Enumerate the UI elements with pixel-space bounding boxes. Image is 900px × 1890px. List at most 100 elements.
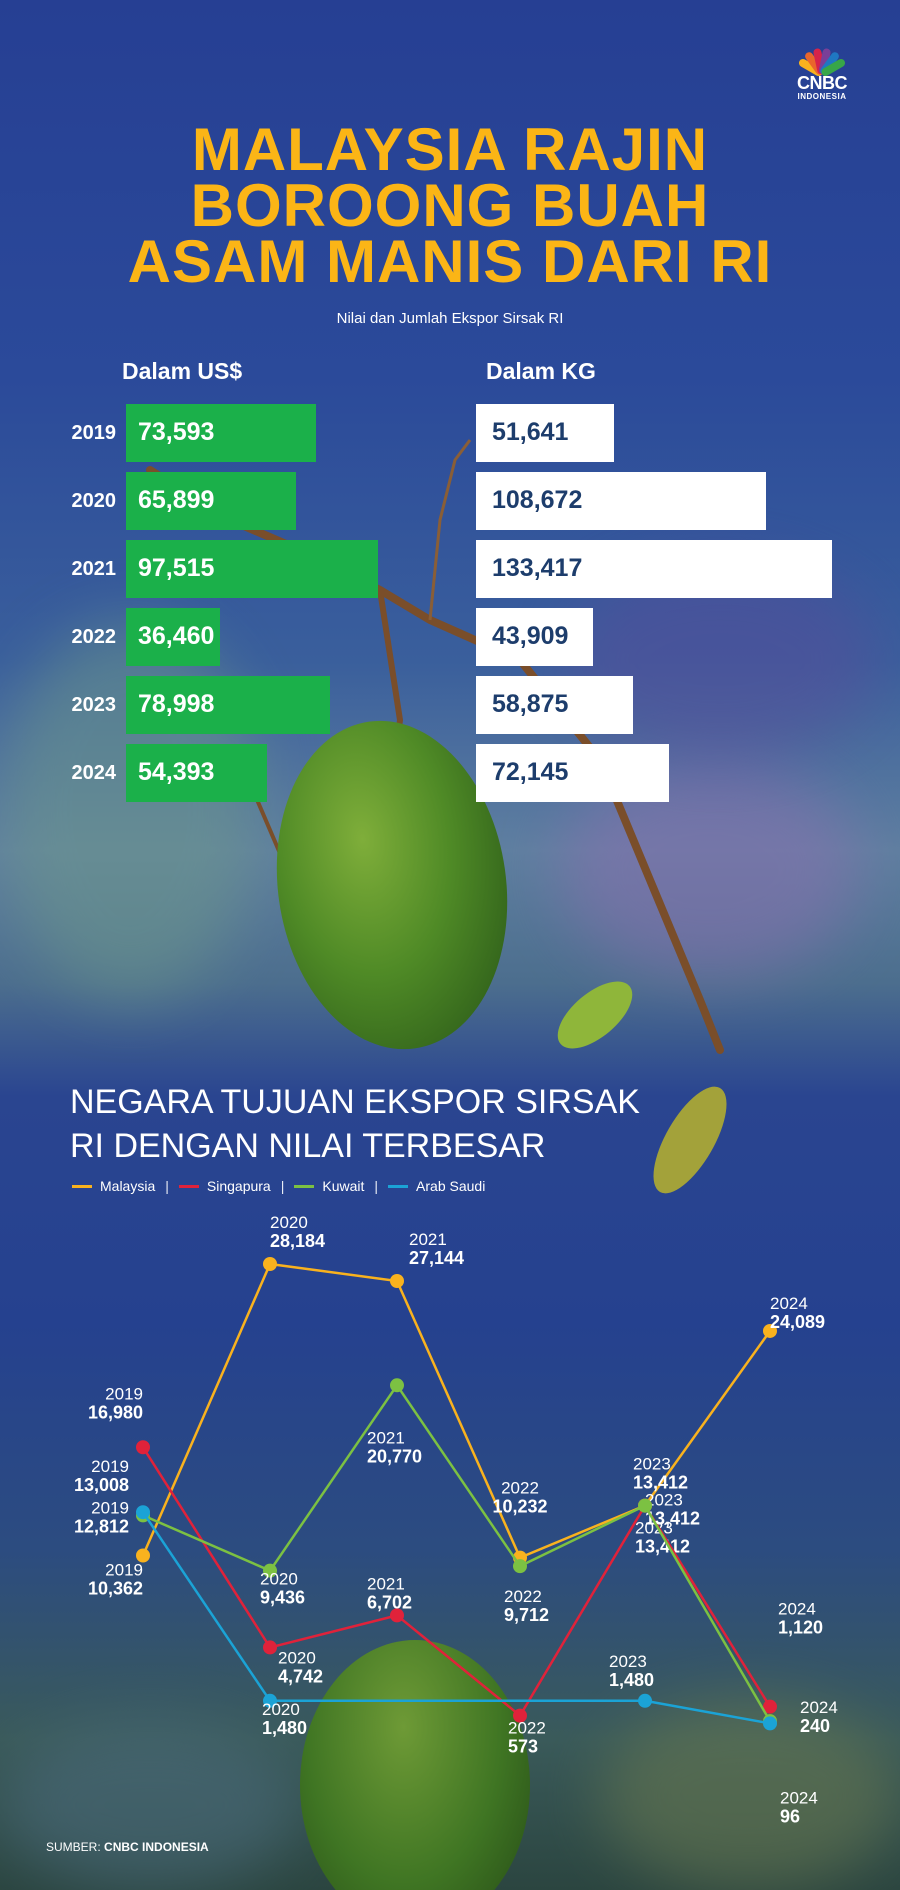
kg-heading: Dalam KG bbox=[486, 358, 596, 384]
point-value-label: 9,712 bbox=[504, 1605, 549, 1625]
point-value-label: 10,362 bbox=[88, 1579, 143, 1599]
data-point bbox=[263, 1640, 277, 1655]
point-year-label: 2021 bbox=[367, 1428, 405, 1447]
legend-separator: | bbox=[280, 1178, 285, 1194]
usd-value-label: 78,998 bbox=[138, 690, 215, 718]
cnbc-logo: CNBC INDONESIA bbox=[785, 44, 859, 101]
section-title: NEGARA TUJUAN EKSPOR SIRSAK RI DENGAN NI… bbox=[70, 1080, 790, 1168]
point-year-label: 2022 bbox=[504, 1587, 542, 1606]
data-point bbox=[638, 1498, 652, 1513]
point-value-label: 20,770 bbox=[367, 1446, 422, 1466]
kg-bar bbox=[476, 608, 593, 666]
usd-value-label: 54,393 bbox=[138, 758, 215, 786]
point-year-label: 2023 bbox=[633, 1455, 671, 1474]
year-label: 2021 bbox=[71, 558, 117, 580]
point-value-label: 13,412 bbox=[633, 1473, 688, 1493]
point-year-label: 2020 bbox=[260, 1570, 298, 1589]
source-name: CNBC INDONESIA bbox=[104, 1840, 209, 1854]
point-year-label: 2023 bbox=[609, 1652, 647, 1671]
background-foliage bbox=[0, 1720, 300, 1890]
point-year-label: 2019 bbox=[105, 1384, 143, 1403]
point-value-label: 6,702 bbox=[367, 1592, 412, 1612]
data-point bbox=[136, 1440, 150, 1455]
point-value-label: 12,812 bbox=[74, 1516, 129, 1536]
point-value-label: 240 bbox=[800, 1716, 830, 1736]
point-year-label: 2021 bbox=[367, 1574, 405, 1593]
legend-item: Kuwait | bbox=[294, 1178, 378, 1194]
year-label: 2024 bbox=[71, 762, 117, 784]
usd-bar bbox=[126, 472, 296, 530]
legend-item: Singapura | bbox=[178, 1178, 285, 1194]
point-year-label: 2020 bbox=[262, 1700, 300, 1719]
data-point bbox=[136, 1505, 150, 1520]
source-note: SUMBER: CNBC INDONESIA bbox=[46, 1840, 209, 1854]
data-point bbox=[390, 1608, 404, 1623]
legend-label: Malaysia bbox=[100, 1178, 156, 1194]
point-value-label: 1,120 bbox=[778, 1618, 823, 1638]
point-value-label: 10,232 bbox=[492, 1497, 547, 1517]
data-point bbox=[763, 1716, 777, 1731]
usd-heading: Dalam US$ bbox=[122, 358, 243, 384]
point-value-label: 13,412 bbox=[645, 1509, 700, 1529]
headline-line: ASAM MANIS DARI RI bbox=[127, 228, 773, 295]
point-value-label: 96 bbox=[780, 1806, 800, 1826]
logo-brand: CNBC bbox=[797, 73, 848, 93]
chart-legend: Malaysia | Singapura | Kuwait | Arab Saudi bbox=[72, 1178, 495, 1194]
series-line bbox=[141, 1511, 771, 1725]
soursop-fruit-image bbox=[300, 1640, 530, 1890]
kg-bar bbox=[476, 744, 669, 802]
kg-bar bbox=[476, 540, 832, 598]
usd-bar bbox=[126, 744, 267, 802]
legend-item: Arab Saudi bbox=[388, 1178, 485, 1194]
kg-value-label: 72,145 bbox=[492, 758, 569, 786]
series-line bbox=[141, 1262, 772, 1560]
kg-value-label: 108,672 bbox=[492, 486, 583, 514]
legend-label: Kuwait bbox=[322, 1178, 365, 1194]
point-year-label: 2022 bbox=[501, 1479, 539, 1498]
kg-value-label: 51,641 bbox=[492, 418, 569, 446]
point-year-label: 2020 bbox=[278, 1648, 316, 1667]
data-point bbox=[136, 1548, 150, 1563]
legend-swatch bbox=[388, 1184, 409, 1188]
point-year-label: 2024 bbox=[800, 1698, 838, 1717]
kg-value-label: 43,909 bbox=[492, 622, 569, 650]
legend-item: Malaysia | bbox=[72, 1178, 169, 1194]
point-value-label: 28,184 bbox=[270, 1231, 325, 1251]
legend-label: Arab Saudi bbox=[416, 1178, 486, 1194]
point-value-label: 1,480 bbox=[609, 1670, 654, 1690]
kg-bar bbox=[476, 472, 766, 530]
headline: MALAYSIA RAJIN BOROONG BUAH ASAM MANIS D… bbox=[60, 116, 840, 295]
kg-bar bbox=[476, 404, 614, 462]
headline-line: BOROONG BUAH bbox=[190, 172, 710, 239]
source-prefix: SUMBER: bbox=[46, 1840, 101, 1854]
headline-line: MALAYSIA RAJIN bbox=[191, 116, 709, 183]
data-point bbox=[763, 1699, 777, 1714]
usd-value-label: 36,460 bbox=[138, 622, 215, 650]
point-value-label: 24,089 bbox=[770, 1312, 825, 1332]
data-point bbox=[513, 1708, 527, 1723]
point-value-label: 4,742 bbox=[278, 1666, 323, 1686]
data-point bbox=[263, 1563, 277, 1578]
point-year-label: 2019 bbox=[91, 1457, 129, 1476]
series-line bbox=[142, 1383, 772, 1722]
year-label: 2022 bbox=[71, 626, 117, 648]
point-year-label: 2019 bbox=[91, 1498, 129, 1517]
logo-sub: INDONESIA bbox=[797, 92, 847, 101]
data-point bbox=[390, 1378, 404, 1393]
point-year-label: 2024 bbox=[770, 1294, 808, 1313]
data-point bbox=[390, 1274, 404, 1289]
usd-bar bbox=[126, 676, 330, 734]
legend-separator: | bbox=[374, 1178, 379, 1194]
point-value-label: 573 bbox=[508, 1737, 538, 1757]
year-label: 2019 bbox=[71, 422, 117, 444]
legend-swatch bbox=[178, 1184, 199, 1188]
point-value-label: 1,480 bbox=[262, 1718, 307, 1738]
subtitle: Nilai dan Jumlah Ekspor Sirsak RI bbox=[336, 310, 564, 327]
section-title-line: RI DENGAN NILAI TERBESAR bbox=[70, 1127, 546, 1165]
legend-swatch bbox=[294, 1184, 315, 1188]
usd-bar bbox=[126, 540, 378, 598]
background-foliage bbox=[600, 1700, 900, 1890]
